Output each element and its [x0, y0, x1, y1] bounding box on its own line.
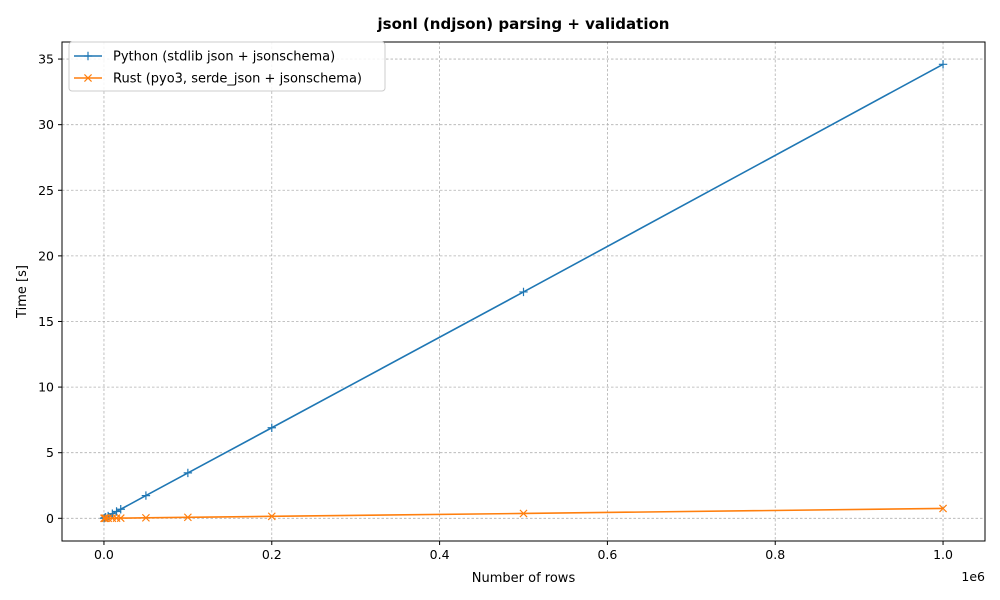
x-tick-label: 0.4	[430, 547, 450, 562]
y-tick-label: 35	[38, 52, 54, 67]
data-point	[519, 287, 528, 297]
data-point	[938, 60, 948, 69]
y-tick-label: 5	[46, 445, 54, 460]
x-axis-label: Number of rows	[472, 571, 576, 586]
legend-marker	[84, 74, 92, 82]
data-point	[141, 491, 151, 500]
data-point	[267, 423, 276, 432]
x-tick-label: 0.8	[765, 547, 785, 562]
legend-label: Python (stdlib json + jsonschema)	[113, 50, 335, 65]
y-tick-label: 0	[46, 511, 54, 526]
x-tick-label: 0.2	[262, 547, 282, 562]
legend-label: Rust (pyo3, serde_json + jsonschema)	[113, 72, 362, 87]
y-axis-label: Time [s]	[15, 265, 30, 319]
legend-entry: Python (stdlib json + jsonschema)	[74, 50, 335, 65]
series-group	[99, 60, 948, 523]
y-tick-label: 15	[38, 314, 54, 329]
legend-box	[68, 41, 386, 92]
data-point	[101, 514, 110, 523]
y-tick-label: 25	[38, 183, 54, 198]
data-point	[519, 509, 528, 518]
x-tick-label: 0.6	[597, 547, 617, 562]
x-tick-label: 0.0	[94, 547, 114, 562]
x-axis-offset-label: 1e6	[961, 569, 985, 584]
legend: Python (stdlib json + jsonschema) Rust (p…	[68, 41, 386, 92]
y-tick-label: 10	[38, 380, 54, 395]
y-tick-label: 30	[38, 117, 54, 132]
data-point	[183, 513, 192, 522]
data-point	[116, 514, 125, 523]
y-tick-label: 20	[38, 248, 54, 263]
data-point	[116, 505, 125, 514]
data-point	[141, 513, 150, 522]
data-point	[939, 504, 948, 513]
x-tick-label: 1.0	[933, 547, 953, 562]
chart-title: jsonl (ndjson) parsing + validation	[377, 15, 670, 33]
series-2	[100, 504, 948, 523]
ticks: 0.0 0.2 0.4 0.6 0.8 1.0 0 5 10 15 20 25 30 35	[38, 52, 953, 562]
data-point	[267, 512, 276, 521]
plot-frame	[61, 41, 986, 542]
legend-entry: Rust (pyo3, serde_json + jsonschema)	[74, 72, 362, 87]
data-point	[183, 468, 193, 478]
legend-marker	[83, 51, 93, 61]
